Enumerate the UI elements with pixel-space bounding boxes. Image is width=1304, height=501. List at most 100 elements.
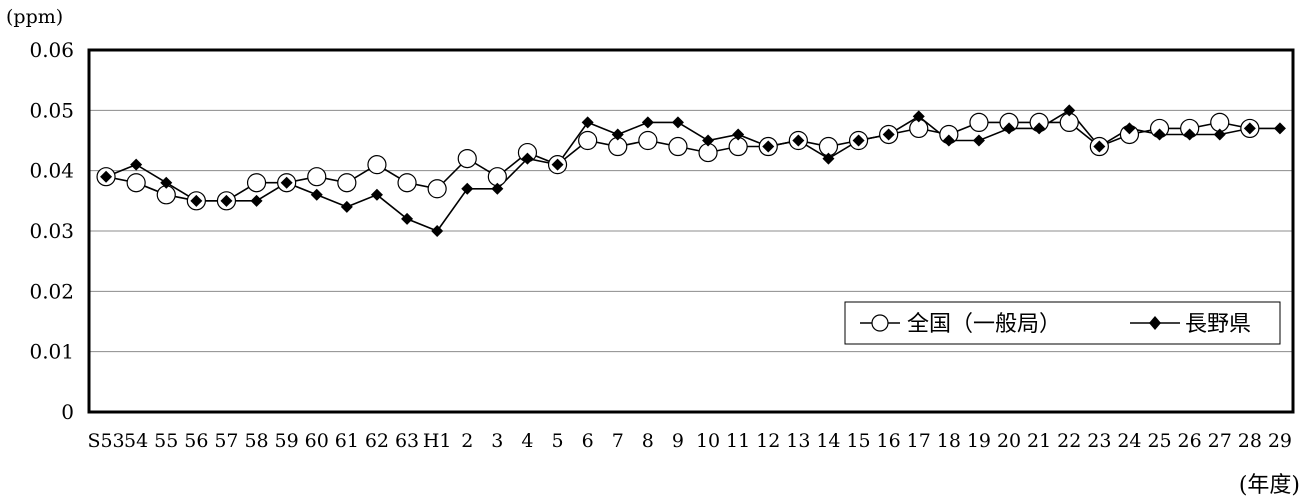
data-point-nagano — [1273, 122, 1286, 135]
data-point-nagano — [491, 182, 504, 195]
data-point-nagano — [581, 116, 594, 129]
data-point-nagano — [792, 134, 805, 147]
data-point-nagano — [220, 194, 233, 207]
legend-marker-open-circle — [871, 314, 889, 332]
y-tick-label: 0.04 — [29, 159, 74, 183]
x-axis-tick-labels: S53 54 55 56 57 58 59 60 61 62 63 H1 2 3 4 5 6 7 8 9 10 11 12 1… — [87, 430, 1292, 452]
x-tick-label: 7 — [612, 430, 624, 452]
legend-marker-filled-diamond — [1149, 316, 1161, 330]
data-point-nagano — [1003, 122, 1016, 135]
data-point-nagano — [401, 212, 414, 225]
y-tick-label: 0.01 — [29, 340, 74, 364]
x-tick-label: 63 — [395, 430, 419, 452]
x-tick-label: 13 — [786, 430, 810, 452]
data-point-nagano — [521, 152, 534, 165]
data-point-national — [397, 173, 417, 193]
x-tick-label: 12 — [756, 430, 780, 452]
data-point-nagano — [852, 134, 865, 147]
data-point-nagano — [641, 116, 654, 129]
data-point-nagano — [671, 116, 684, 129]
data-point-national — [337, 173, 357, 193]
data-point-nagano — [1063, 104, 1076, 117]
x-tick-label: 24 — [1117, 430, 1141, 452]
data-point-nagano — [1183, 128, 1196, 141]
data-point-nagano — [762, 140, 775, 153]
x-tick-label: 8 — [642, 430, 654, 452]
y-axis-unit: (ppm) — [6, 6, 63, 28]
legend-item-national: 全国（一般局） — [860, 312, 1061, 337]
x-tick-label: 25 — [1147, 430, 1171, 452]
x-tick-label: 6 — [582, 430, 594, 452]
y-axis-tick-labels: 0 0.01 0.02 0.03 0.04 0.05 0.06 — [29, 38, 74, 424]
data-point-nagano — [1093, 140, 1106, 153]
data-point-nagano — [1123, 122, 1136, 135]
x-tick-label: 23 — [1087, 430, 1111, 452]
x-tick-label: 59 — [275, 430, 299, 452]
y-tick-label: 0.06 — [29, 38, 74, 62]
data-point-national — [578, 130, 598, 151]
legend-item-nagano: 長野県 — [1130, 312, 1251, 337]
plot-area — [87, 48, 1295, 414]
data-point-nagano — [431, 225, 444, 237]
x-tick-label: 2 — [461, 430, 473, 452]
data-point-national — [126, 173, 146, 193]
x-axis-unit: (年度) — [1239, 473, 1300, 498]
x-tick-label: 5 — [552, 430, 564, 452]
y-tick-label: 0 — [61, 400, 74, 424]
x-tick-label: S53 — [87, 430, 124, 452]
data-point-nagano — [551, 158, 564, 171]
data-point-national — [246, 173, 267, 193]
data-point-nagano — [1153, 128, 1166, 141]
x-tick-label: 26 — [1178, 430, 1202, 452]
x-tick-label: 55 — [154, 430, 178, 452]
x-tick-label: 10 — [696, 430, 720, 452]
legend: 全国（一般局） 長野県 — [844, 301, 1281, 345]
x-tick-label: 58 — [244, 430, 268, 452]
data-point-nagano — [461, 182, 474, 195]
data-point-nagano — [972, 134, 985, 147]
y-tick-label: 0.05 — [29, 98, 74, 122]
x-tick-label: 18 — [937, 430, 961, 452]
data-point-national — [457, 149, 477, 169]
data-point-nagano — [942, 134, 955, 147]
x-tick-label: 61 — [335, 430, 359, 452]
data-point-nagano — [280, 176, 293, 189]
legend-label-nagano: 長野県 — [1185, 312, 1251, 337]
y-tick-label: 0.03 — [29, 219, 74, 243]
data-point-nagano — [130, 158, 143, 171]
data-point-nagano — [370, 188, 383, 201]
x-tick-label: 56 — [184, 430, 208, 452]
data-point-nagano — [160, 176, 173, 189]
data-point-nagano — [310, 188, 323, 201]
data-point-nagano — [1033, 122, 1046, 135]
legend-label-national: 全国（一般局） — [907, 312, 1061, 337]
x-tick-label: 15 — [846, 430, 870, 452]
x-tick-label: 16 — [877, 430, 901, 452]
x-tick-label: 60 — [305, 430, 329, 452]
data-point-nagano — [702, 134, 715, 147]
data-point-national — [427, 179, 447, 199]
data-point-nagano — [250, 194, 263, 207]
x-tick-label: 22 — [1057, 430, 1081, 452]
data-point-national — [638, 130, 658, 151]
x-tick-label: 28 — [1238, 430, 1262, 452]
x-tick-label: 14 — [816, 430, 840, 452]
legend-box — [844, 301, 1281, 345]
x-tick-label: 3 — [491, 430, 503, 452]
data-point-nagano — [912, 110, 925, 123]
x-tick-label: 17 — [907, 430, 931, 452]
data-point-nagano — [100, 170, 113, 183]
data-point-national — [668, 136, 688, 157]
data-point-nagano — [1213, 128, 1226, 141]
gridlines — [89, 109, 1293, 353]
x-tick-label: H1 — [423, 430, 452, 452]
x-tick-label: 21 — [1027, 430, 1051, 452]
x-tick-label: 9 — [672, 430, 684, 452]
x-tick-label: 62 — [365, 430, 389, 452]
data-point-national — [367, 155, 387, 175]
data-point-nagano — [1243, 122, 1256, 135]
data-point-nagano — [190, 194, 203, 207]
x-tick-label: 4 — [521, 430, 533, 452]
data-point-nagano — [340, 200, 353, 213]
